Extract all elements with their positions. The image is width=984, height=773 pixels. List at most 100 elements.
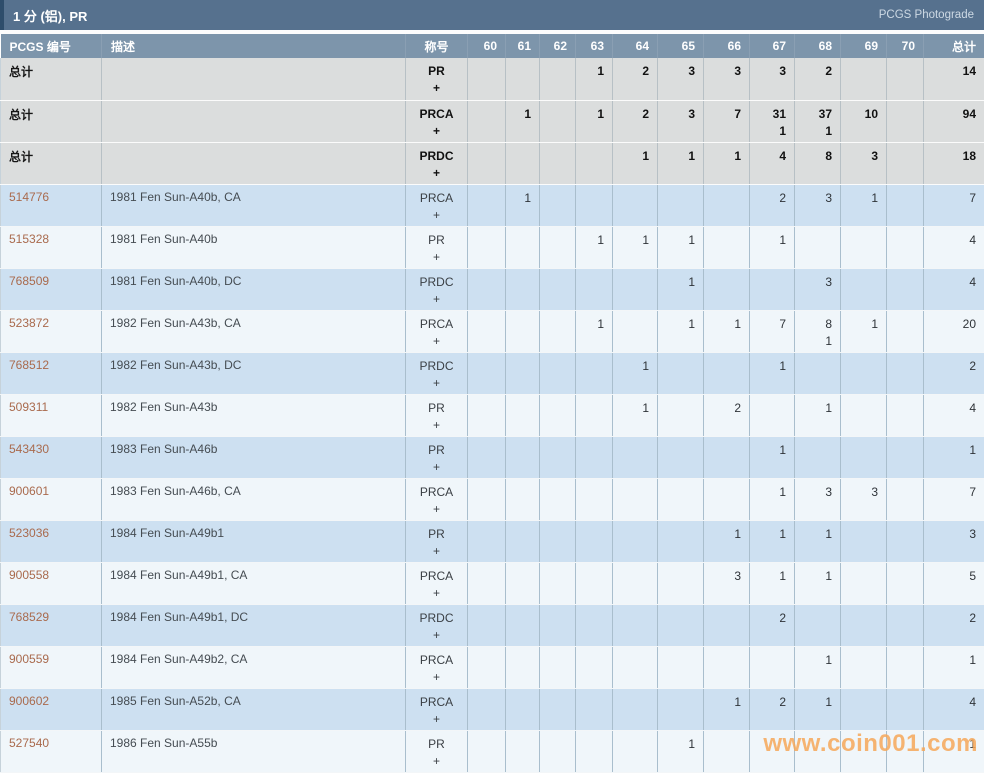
pcgs-number-link[interactable]: 509311 <box>9 400 48 414</box>
page-title: 1 分 (铝), PR <box>13 6 87 25</box>
grade-68-cell: 2 <box>795 58 841 100</box>
total-cell: 5 <box>924 562 984 604</box>
grade-62-cell <box>540 478 576 520</box>
description-cell: 1982 Fen Sun-A43b, CA <box>102 310 406 352</box>
grade-61-cell <box>506 226 540 268</box>
pcgs-number-link[interactable]: 900602 <box>9 694 49 708</box>
grade-61-cell: 1 <box>506 100 540 142</box>
grade-60-cell <box>468 310 506 352</box>
pcgs-number-link[interactable]: 514776 <box>9 190 49 204</box>
designation-cell: PR+ <box>406 226 468 268</box>
grade-68-cell: 1 <box>795 562 841 604</box>
designation-cell: PRCA+ <box>406 688 468 730</box>
grade-70-cell <box>887 646 924 688</box>
pcgs-number-link[interactable]: 543430 <box>9 442 49 456</box>
grade-62-cell <box>540 184 576 226</box>
grade-64-cell <box>613 436 658 478</box>
grade-68-cell: 8 <box>795 142 841 184</box>
grade-67-cell <box>750 394 795 436</box>
grade-69-cell <box>841 688 887 730</box>
col-header-grade-67: 67 <box>750 34 795 58</box>
grade-66-cell <box>704 226 750 268</box>
grade-70-cell <box>887 100 924 142</box>
plus-designation-label: + <box>406 753 467 770</box>
description-cell: 1983 Fen Sun-A46b, CA <box>102 478 406 520</box>
pcgs-number-link[interactable]: 900558 <box>9 568 49 582</box>
pcgs-number-cell: 514776 <box>1 184 102 226</box>
grade-63-cell <box>576 730 613 772</box>
pcgs-number-link[interactable]: 523036 <box>9 526 49 540</box>
grade-64-cell <box>613 688 658 730</box>
grade-69-cell <box>841 268 887 310</box>
grade-67-cell: 1 <box>750 352 795 394</box>
grade-66-cell <box>704 184 750 226</box>
grade-60-cell <box>468 436 506 478</box>
grade-70-cell <box>887 436 924 478</box>
pcgs-number-link[interactable]: 900601 <box>9 484 49 498</box>
pcgs-number-cell: 900558 <box>1 562 102 604</box>
total-cell: 2 <box>924 352 984 394</box>
grade-70-cell <box>887 184 924 226</box>
grade-64-cell: 1 <box>613 394 658 436</box>
grade-62-cell <box>540 310 576 352</box>
pcgs-number-link[interactable]: 523872 <box>9 316 49 330</box>
grade-61-cell <box>506 142 540 184</box>
total-cell: 1 <box>924 730 984 772</box>
grade-60-cell <box>468 520 506 562</box>
total-cell: 3 <box>924 520 984 562</box>
grade-67-cell: 2 <box>750 604 795 646</box>
grade-67-cell: 2 <box>750 184 795 226</box>
pcgs-number-cell: 523872 <box>1 310 102 352</box>
summary-total-label: 总计 <box>9 150 33 164</box>
grade-61-cell <box>506 436 540 478</box>
pcgs-number-link[interactable]: 515328 <box>9 232 49 246</box>
grade-65-cell <box>658 478 704 520</box>
grade-66-cell: 3 <box>704 58 750 100</box>
grade-60-cell <box>468 268 506 310</box>
grade-60-cell <box>468 478 506 520</box>
pcgs-number-link[interactable]: 768512 <box>9 358 49 372</box>
grade-66-cell <box>704 352 750 394</box>
col-header-grade-64: 64 <box>613 34 658 58</box>
designation-cell: PRDC+ <box>406 604 468 646</box>
grade-60-cell <box>468 646 506 688</box>
grade-69-cell: 1 <box>841 310 887 352</box>
pcgs-number-cell: 768509 <box>1 268 102 310</box>
grade-68-cell: 1 <box>795 394 841 436</box>
col-header-grade-61: 61 <box>506 34 540 58</box>
description-cell: 1984 Fen Sun-A49b1 <box>102 520 406 562</box>
pcgs-number-link[interactable]: 768509 <box>9 274 49 288</box>
pcgs-number-cell: 523036 <box>1 520 102 562</box>
grade-64-cell: 1 <box>613 352 658 394</box>
photograde-link[interactable]: PCGS Photograde <box>879 9 974 21</box>
pcgs-number-link[interactable]: 900559 <box>9 652 49 666</box>
grade-63-cell <box>576 646 613 688</box>
grade-65-cell: 1 <box>658 268 704 310</box>
grade-70-cell <box>887 142 924 184</box>
pcgs-number-link[interactable]: 768529 <box>9 610 49 624</box>
grade-61-cell <box>506 688 540 730</box>
grade-66-cell: 1 <box>704 142 750 184</box>
grade-69-cell: 10 <box>841 100 887 142</box>
grade-63-cell <box>576 142 613 184</box>
grade-65-cell <box>658 688 704 730</box>
grade-67-cell: 3 <box>750 58 795 100</box>
pcgs-number-link[interactable]: 527540 <box>9 736 49 750</box>
grade-63-cell <box>576 478 613 520</box>
grade-65-cell <box>658 352 704 394</box>
grade-63-cell <box>576 352 613 394</box>
grade-64-cell <box>613 604 658 646</box>
grade-63-cell <box>576 688 613 730</box>
grade-66-cell <box>704 268 750 310</box>
grade-63-cell: 1 <box>576 310 613 352</box>
description-cell: 1984 Fen Sun-A49b1, CA <box>102 562 406 604</box>
description-cell: 1985 Fen Sun-A52b, CA <box>102 688 406 730</box>
